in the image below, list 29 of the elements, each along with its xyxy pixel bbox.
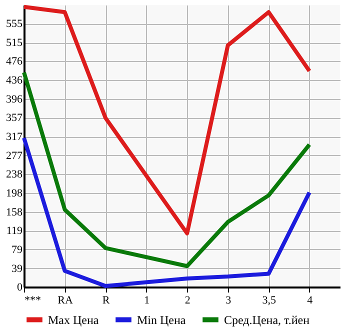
y-tick-label: 357 — [6, 112, 23, 124]
legend-label: Сред.Цена, т.йен — [224, 312, 310, 327]
y-tick-label: 79 — [12, 244, 23, 256]
legend-label: Max Цена — [48, 312, 100, 327]
line-series — [22, 4, 312, 236]
y-tick-label: 555 — [6, 18, 23, 30]
line-series — [22, 136, 312, 288]
y-tick-label: 476 — [6, 56, 23, 68]
x-tick-label: 3 — [226, 294, 232, 306]
y-tick-label: 39 — [12, 262, 23, 275]
x-tick-label: *** — [24, 294, 41, 306]
x-tick-label: 3,5 — [262, 294, 277, 306]
y-tick-label: 515 — [6, 37, 23, 50]
y-tick-label: 0 — [17, 282, 23, 294]
y-tick-label: 277 — [6, 150, 23, 162]
x-tick-label: 4 — [307, 294, 314, 306]
y-tick-label: 436 — [6, 74, 23, 87]
y-tick-label: 396 — [6, 94, 23, 106]
legend-label: Min Цена — [137, 312, 186, 327]
x-tick-label: RA — [58, 294, 73, 306]
x-tick-label: 1 — [144, 294, 150, 306]
x-tick-label: 2 — [184, 294, 190, 306]
line-series — [22, 70, 312, 268]
x-tick-label: R — [102, 294, 110, 306]
y-tick-label: 198 — [6, 188, 23, 200]
y-tick-label: 317 — [6, 131, 23, 144]
y-tick-label: 238 — [6, 168, 23, 181]
y-tick-label: 119 — [6, 225, 23, 238]
y-tick-label: 158 — [6, 206, 23, 218]
